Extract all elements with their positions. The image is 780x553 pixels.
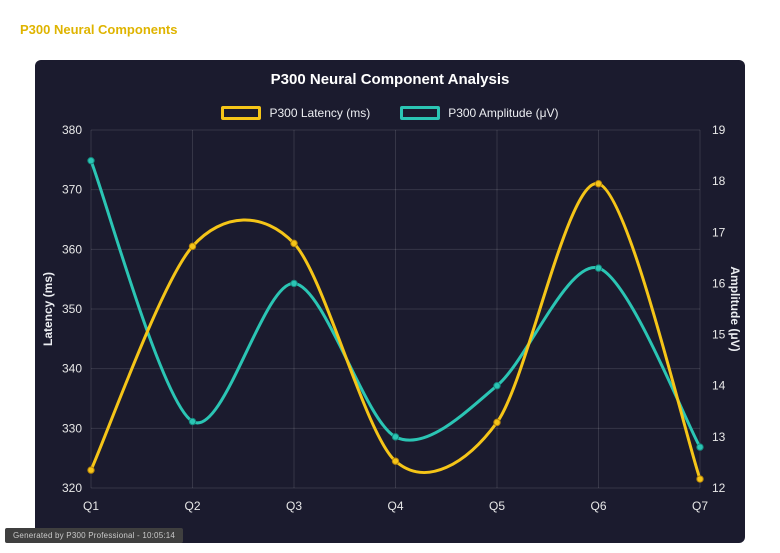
svg-text:19: 19 (712, 123, 726, 137)
svg-text:17: 17 (712, 225, 726, 239)
svg-text:Q2: Q2 (184, 499, 200, 513)
svg-text:380: 380 (62, 123, 82, 137)
svg-text:360: 360 (62, 242, 82, 256)
amplitude-legend-swatch (400, 106, 441, 120)
svg-text:Q6: Q6 (590, 499, 606, 513)
latency-legend-swatch (221, 106, 262, 120)
latency-legend-label: P300 Latency (ms) (269, 106, 371, 120)
svg-text:Q1: Q1 (83, 499, 99, 513)
chart-title: P300 Neural Component Analysis (270, 71, 510, 88)
svg-text:370: 370 (62, 183, 82, 197)
svg-text:15: 15 (712, 328, 726, 342)
line-chart[interactable]: 320 330 340 350 360 370 380 12 13 14 15 16 17 18 19 Q1 Q… (35, 60, 745, 543)
svg-text:14: 14 (712, 379, 726, 393)
svg-text:13: 13 (712, 430, 726, 444)
watermark: Generated by P300 Professional - 10:05:1… (5, 528, 184, 543)
svg-text:Q7: Q7 (692, 499, 708, 513)
svg-text:Q3: Q3 (286, 499, 302, 513)
svg-text:18: 18 (712, 174, 726, 188)
chart-legend: P300 Latency (ms) P300 Amplitude (μV) (35, 106, 745, 120)
svg-text:350: 350 (62, 302, 82, 316)
svg-text:12: 12 (712, 481, 726, 495)
svg-text:320: 320 (62, 481, 82, 495)
page-title: P300 Neural Components (20, 22, 178, 37)
svg-text:340: 340 (62, 362, 82, 376)
svg-text:330: 330 (62, 421, 82, 435)
legend-item-amplitude[interactable]: P300 Amplitude (μV) (400, 106, 559, 120)
chart-panel: P300 Neural Component Analysis P300 Late… (35, 60, 745, 543)
amplitude-legend-label: P300 Amplitude (μV) (448, 106, 559, 120)
legend-item-latency[interactable]: P300 Latency (ms) (221, 106, 370, 120)
svg-text:Q5: Q5 (489, 499, 505, 513)
svg-text:16: 16 (712, 276, 726, 290)
svg-text:Q4: Q4 (387, 499, 403, 513)
